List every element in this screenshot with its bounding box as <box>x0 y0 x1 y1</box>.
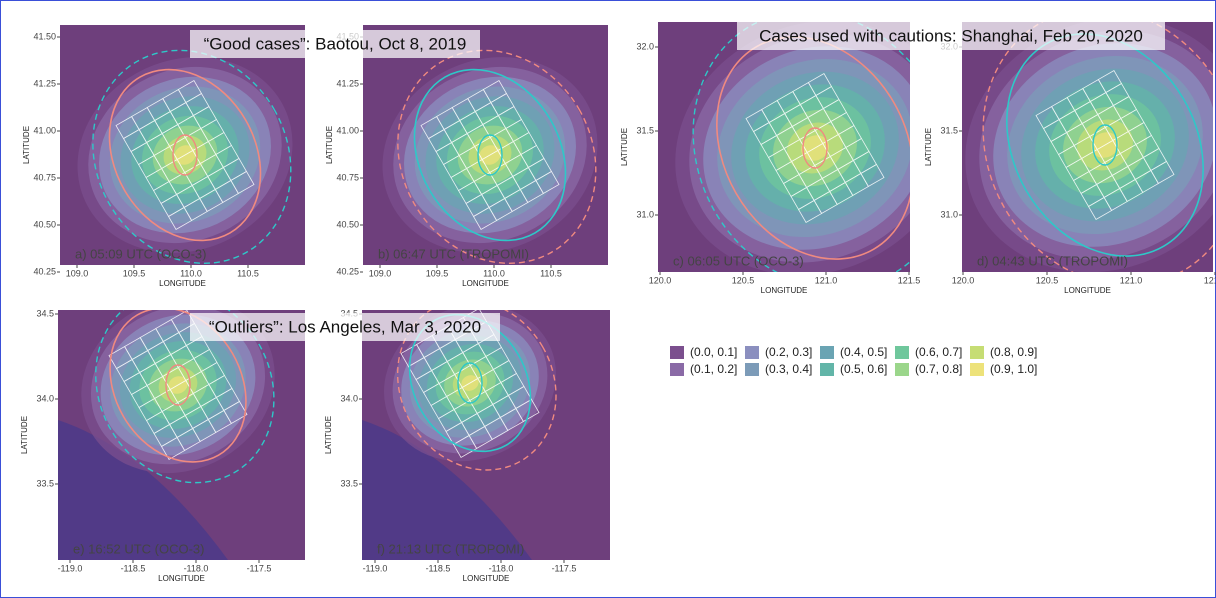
x-tick-label: 121.5 <box>898 275 921 285</box>
legend-swatch <box>820 346 834 359</box>
figure: a) 05:09 UTC (OCO-3) 109.0 109.5 110.0 110.5… <box>0 0 1216 598</box>
legend-swatch <box>895 363 909 376</box>
x-tick-label: 121.0 <box>1120 275 1143 285</box>
y-tick-label: 31.5 <box>636 125 654 135</box>
x-axis-label: LONGITUDE <box>158 574 205 583</box>
x-tick-label: 109.5 <box>123 268 146 278</box>
group-title: “Outliers”: Los Angeles, Mar 3, 2020 <box>209 317 481 336</box>
x-axis-label: LONGITUDE <box>159 279 206 288</box>
x-tick-label: 120.5 <box>732 275 755 285</box>
y-axis-label: LATITUDE <box>924 128 933 166</box>
legend-label: (0.2, 0.3] <box>765 345 812 359</box>
x-tick-label: 110.0 <box>180 268 202 278</box>
legend-label: (0.8, 0.9] <box>990 345 1037 359</box>
legend-swatch <box>895 346 909 359</box>
x-tick-label: -119.0 <box>58 563 83 573</box>
panel-label: d) 04:43 UTC (TROPOMI) <box>977 253 1128 268</box>
legend-swatch <box>745 346 759 359</box>
y-tick-label: 40.25 <box>33 266 56 276</box>
x-tick-label: 120.5 <box>1036 275 1059 285</box>
y-tick-label: 41.00 <box>336 125 359 135</box>
legend-label: (0.5, 0.6] <box>840 362 887 376</box>
x-axis-label: LONGITUDE <box>462 279 509 288</box>
legend-swatch <box>820 363 834 376</box>
y-tick-label: 31.5 <box>940 125 958 135</box>
panel-label: f) 21:13 UTC (TROPOMI) <box>377 541 524 556</box>
x-tick-label: 109.0 <box>66 268 89 278</box>
x-axis-label: LONGITUDE <box>463 574 510 583</box>
x-tick-label: 120.0 <box>952 275 975 285</box>
y-tick-label: 40.25 <box>336 266 359 276</box>
y-tick-label: 33.5 <box>36 478 54 488</box>
y-tick-label: 31.0 <box>940 209 958 219</box>
legend-label: (0.7, 0.8] <box>915 362 962 376</box>
legend-swatch <box>670 363 684 376</box>
y-tick-label: 31.0 <box>636 209 654 219</box>
legend-swatch <box>970 346 984 359</box>
legend-label: (0.9, 1.0] <box>990 362 1037 376</box>
x-tick-label: -117.5 <box>247 563 272 573</box>
y-tick-label: 41.25 <box>336 78 359 88</box>
map-panel: e) 16:52 UTC (OCO-3) <box>52 258 308 560</box>
y-tick-label: 40.50 <box>33 219 56 229</box>
x-axis-label: LONGITUDE <box>1064 286 1111 295</box>
y-tick-label: 33.5 <box>340 478 358 488</box>
y-tick-label: 40.50 <box>336 219 359 229</box>
x-tick-label: 121.0 <box>815 275 838 285</box>
x-tick-label: 109.5 <box>426 268 449 278</box>
panel-label: c) 06:05 UTC (OCO-3) <box>673 253 804 268</box>
y-axis-label: LATITUDE <box>324 416 333 454</box>
x-tick-label: -118.0 <box>489 563 514 573</box>
y-tick-label: 41.50 <box>33 31 56 41</box>
x-tick-label: -118.5 <box>121 563 146 573</box>
legend-swatch <box>970 363 984 376</box>
x-tick-label: -119.0 <box>363 563 388 573</box>
group-title: Cases used with cautions: Shanghai, Feb … <box>759 26 1143 45</box>
legend-swatch <box>670 346 684 359</box>
legend-swatch <box>745 363 759 376</box>
x-tick-label: 110.0 <box>483 268 505 278</box>
x-tick-label: 110.5 <box>540 268 562 278</box>
x-tick-label: -117.5 <box>552 563 577 573</box>
y-axis-label: LATITUDE <box>620 128 629 166</box>
group-title: “Good cases”: Baotou, Oct 8, 2019 <box>204 34 467 53</box>
y-tick-label: 34.0 <box>36 393 54 403</box>
x-tick-label: 121.5 <box>1204 275 1216 285</box>
x-tick-label: -118.0 <box>184 563 209 573</box>
panel-label: a) 05:09 UTC (OCO-3) <box>75 246 206 261</box>
x-axis-label: LONGITUDE <box>761 286 808 295</box>
y-axis-label: LATITUDE <box>22 126 31 164</box>
y-tick-label: 41.00 <box>33 125 56 135</box>
x-tick-label: 110.5 <box>237 268 259 278</box>
panel-label: b) 06:47 UTC (TROPOMI) <box>378 246 529 261</box>
y-axis-label: LATITUDE <box>20 416 29 454</box>
y-tick-label: 40.75 <box>33 172 56 182</box>
y-tick-label: 32.0 <box>636 41 654 51</box>
x-tick-label: -118.5 <box>426 563 451 573</box>
legend-label: (0.0, 0.1] <box>690 345 737 359</box>
y-tick-label: 34.5 <box>36 308 54 318</box>
x-tick-label: 109.0 <box>369 268 392 278</box>
y-tick-label: 41.25 <box>33 78 56 88</box>
panel-label: e) 16:52 UTC (OCO-3) <box>73 541 204 556</box>
legend-label: (0.1, 0.2] <box>690 362 737 376</box>
y-tick-label: 40.75 <box>336 172 359 182</box>
legend-label: (0.6, 0.7] <box>915 345 962 359</box>
y-tick-label: 34.0 <box>340 393 358 403</box>
x-tick-label: 120.0 <box>649 275 672 285</box>
legend-label: (0.3, 0.4] <box>765 362 812 376</box>
y-axis-label: LATITUDE <box>325 126 334 164</box>
legend-label: (0.4, 0.5] <box>840 345 887 359</box>
